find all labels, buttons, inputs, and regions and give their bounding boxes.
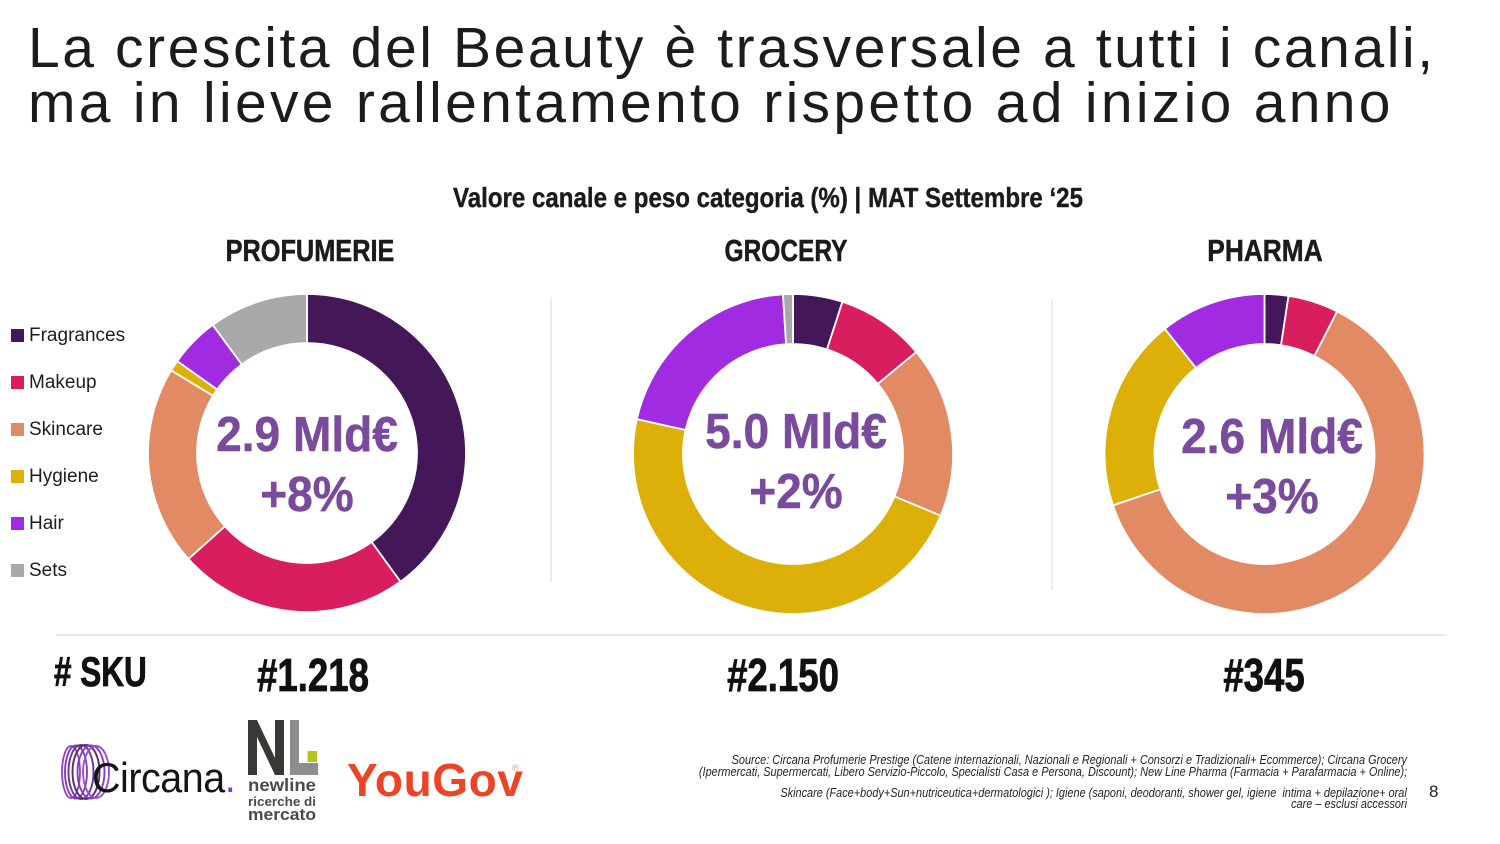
svg-text:ricerche di: ricerche di — [248, 795, 316, 809]
svg-text:newline: newline — [248, 775, 316, 795]
svg-text:mercato: mercato — [248, 806, 316, 824]
